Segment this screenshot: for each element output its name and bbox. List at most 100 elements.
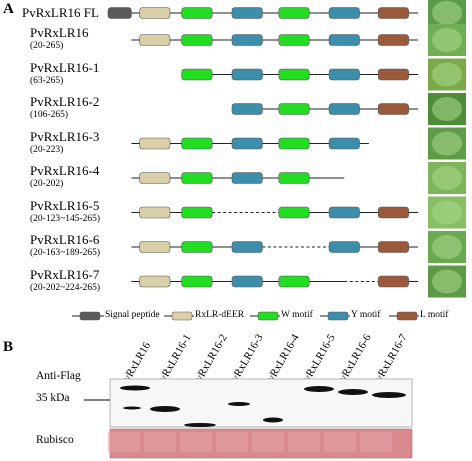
- construct-label: PvRxLR16-2 (106-265): [30, 95, 99, 120]
- y-domain-box: [231, 68, 263, 81]
- construct-range: (20-265): [30, 41, 64, 51]
- construct-label: PvRxLR16 (20-265): [30, 26, 89, 51]
- construct-name: PvRxLR16 FL: [22, 5, 99, 20]
- w-domain-box: [181, 275, 213, 288]
- infiltration-spot: [432, 269, 462, 294]
- construct-label: PvRxLR16-3 (20-223): [30, 130, 99, 155]
- l-domain-box: [377, 275, 409, 288]
- w-domain-box: [278, 137, 310, 150]
- rx-domain-box: [139, 241, 171, 253]
- protein-band: [123, 406, 141, 410]
- construct-name: PvRxLR16-1: [30, 59, 100, 75]
- w-domain-box: [278, 7, 310, 19]
- w-domain-box: [181, 172, 213, 184]
- sp-domain-box: [107, 7, 132, 19]
- rx-domain-box: [139, 206, 171, 219]
- protein-band: [304, 386, 334, 392]
- protein-band: [263, 417, 283, 423]
- l-domain-box: [377, 206, 409, 219]
- protein-band: [184, 423, 216, 427]
- construct-row: [131, 162, 466, 194]
- protein-band: [228, 402, 250, 406]
- protein-band: [338, 389, 368, 395]
- y-domain-box: [328, 103, 360, 115]
- y-domain-box: [328, 34, 360, 46]
- protein-band: [120, 385, 150, 391]
- w-domain-box: [181, 137, 213, 150]
- infiltration-spot: [432, 97, 462, 121]
- rubisco-band: [252, 432, 284, 452]
- legend-label: Y motif: [350, 310, 382, 320]
- construct-label: PvRxLR16-1 (63-265): [30, 61, 99, 86]
- construct-range: (20-163~189-265): [30, 248, 101, 258]
- infiltration-spot: [432, 166, 462, 190]
- infiltration-spot: [432, 28, 462, 52]
- w-domain-box: [181, 206, 213, 219]
- construct-label: PvRxLR16-7 (20-202~224-265): [30, 268, 100, 293]
- construct-range: (20-202): [30, 179, 64, 189]
- y-domain-box: [231, 172, 263, 184]
- loading-control-label: Rubisco: [36, 434, 74, 446]
- l-domain-box: [377, 34, 409, 46]
- rx-domain-box: [139, 137, 171, 150]
- y-domain-box: [231, 137, 263, 150]
- construct-label: PvRxLR16-4 (20-202): [30, 164, 99, 189]
- construct-row: [131, 196, 466, 229]
- legend-label: Signal peptide: [104, 310, 161, 320]
- y-domain-box: [231, 241, 263, 253]
- y-domain-box: [328, 241, 360, 253]
- w-domain-box: [278, 68, 310, 81]
- y-legend-swatch: [327, 311, 349, 321]
- construct-row: [181, 58, 466, 91]
- infiltration-spot: [432, 200, 462, 225]
- blot-membrane: [109, 378, 413, 428]
- w-domain-box: [278, 206, 310, 219]
- construct-range: (20-223): [30, 144, 64, 155]
- rubisco-band: [108, 432, 140, 452]
- w-domain-box: [181, 68, 213, 81]
- rx-domain-box: [139, 7, 171, 19]
- infiltration-spot: [432, 235, 462, 259]
- antibody-label: Anti-Flag: [36, 370, 81, 382]
- y-domain-box: [231, 103, 263, 115]
- w-domain-box: [278, 275, 310, 288]
- l-domain-box: [377, 7, 409, 19]
- construct-name: PvRxLR16-6: [30, 232, 100, 247]
- construct-row: [131, 265, 466, 298]
- infiltration-spot: [432, 1, 462, 25]
- y-domain-box: [231, 275, 263, 288]
- construct-range: (106-265): [30, 110, 68, 120]
- infiltration-spot: [432, 62, 462, 87]
- construct-range: (20-123~145-265): [30, 213, 101, 224]
- y-domain-box: [231, 34, 263, 46]
- construct-name: PvRxLR16-4: [30, 163, 100, 178]
- l-legend-swatch: [396, 311, 418, 321]
- w-legend-swatch: [257, 311, 279, 321]
- w-domain-box: [181, 7, 213, 19]
- construct-label: PvRxLR16-6 (20-163~189-265): [30, 233, 100, 258]
- construct-name: PvRxLR16-7: [30, 266, 100, 282]
- construct-range: (63-265): [30, 75, 64, 86]
- y-domain-box: [231, 7, 263, 19]
- infiltration-spot: [432, 131, 462, 156]
- l-domain-box: [377, 241, 409, 253]
- construct-row: [131, 231, 466, 263]
- legend-label: W motif: [280, 310, 314, 320]
- sp-legend-swatch: [79, 311, 101, 321]
- rubisco-band: [180, 432, 212, 452]
- rx-domain-box: [139, 275, 171, 288]
- w-domain-box: [181, 241, 213, 253]
- w-domain-box: [181, 34, 213, 46]
- construct-label: PvRxLR16-5 (20-123~145-265): [30, 199, 100, 224]
- construct-name: PvRxLR16: [30, 25, 89, 40]
- construct-name: PvRxLR16-2: [30, 94, 100, 109]
- legend-label: L motif: [419, 310, 450, 320]
- panel-a-letter: A: [3, 1, 14, 17]
- construct-range: (20-202~224-265): [30, 282, 101, 293]
- w-domain-box: [278, 172, 310, 184]
- rubisco-band: [360, 432, 392, 452]
- l-domain-box: [377, 103, 409, 115]
- y-domain-box: [328, 68, 360, 81]
